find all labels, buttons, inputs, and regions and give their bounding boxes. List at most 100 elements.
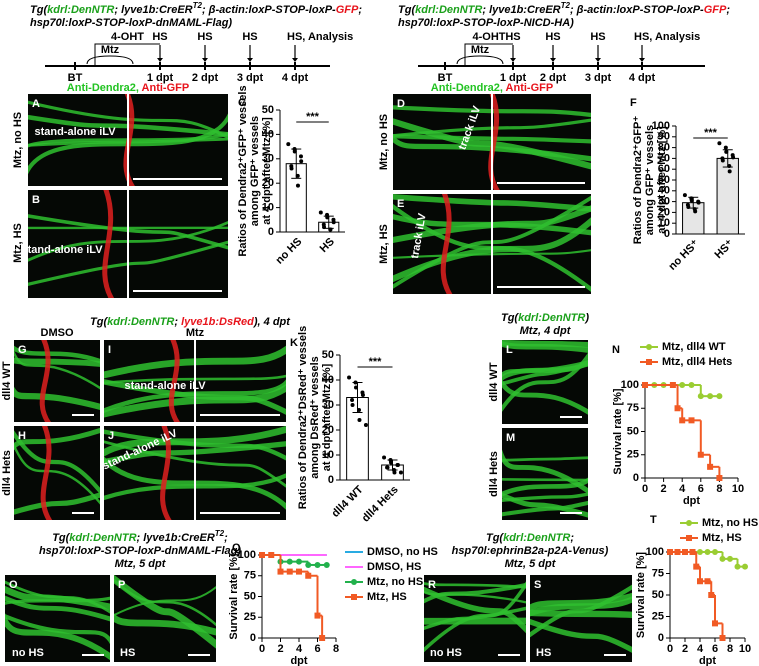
bar	[716, 157, 739, 235]
x-tick-label: 6	[712, 643, 718, 655]
vessel	[5, 580, 110, 614]
panel-letter: O	[9, 579, 18, 591]
marker	[296, 568, 302, 575]
timeline-time: 4 dpt	[282, 72, 309, 84]
x-tick-label: 8	[333, 643, 339, 655]
marker	[314, 561, 321, 568]
data-point	[289, 166, 294, 171]
vessel	[28, 240, 228, 286]
timeline-event: HS	[505, 31, 520, 43]
chart-letter: C	[238, 97, 246, 109]
legend-label: Mtz, no HS	[702, 517, 758, 529]
header-segment: T2	[215, 529, 225, 538]
vessel	[104, 473, 286, 501]
data-point	[350, 403, 355, 407]
y-tick-label: 100	[652, 120, 670, 132]
treatment-label: Mtz	[101, 44, 120, 56]
panel-letter: R	[428, 579, 436, 591]
treatment-brace	[86, 55, 134, 65]
stain-segment: Anti-GFP	[139, 82, 189, 94]
panel-letter: A	[32, 98, 40, 110]
vessel	[104, 456, 286, 511]
panel-label: Mtz	[186, 327, 205, 339]
treatment-bracket	[94, 43, 160, 66]
treatment-brace	[456, 55, 504, 65]
header-segment: GFP	[704, 4, 727, 16]
header-segment: hsp70l:loxP-STOP-loxP-dnMAML-Flag)	[39, 545, 241, 557]
event-arrowhead	[510, 58, 516, 62]
x-tick-label: no HS	[273, 236, 304, 267]
vessel	[502, 478, 588, 482]
x-tick-label: 2	[277, 643, 283, 655]
micrograph-content	[530, 584, 632, 653]
significance-label: ***	[704, 127, 718, 139]
marker	[719, 635, 726, 641]
data-point	[322, 225, 327, 230]
marker	[688, 382, 695, 388]
panel-label: Mtz, HS	[378, 224, 390, 264]
marker	[674, 405, 681, 412]
timeline-event: HS	[152, 31, 167, 43]
legend-marker	[351, 579, 357, 585]
header-segment: ;	[224, 532, 228, 544]
header-segment: hsp70l:ephrinB2a-p2A-Venus)	[452, 545, 609, 557]
marker	[286, 558, 293, 565]
y-tick-label: 50	[652, 589, 664, 601]
data-point	[689, 198, 694, 203]
data-point	[298, 154, 303, 159]
panel-label: dll4 WT	[1, 361, 13, 400]
y-tick-label: 40	[658, 185, 670, 197]
micrograph-content	[424, 581, 526, 653]
panel-letter: I	[108, 344, 111, 356]
event-arrowhead	[550, 58, 556, 62]
x-tick-label: HS⁺	[713, 238, 737, 262]
legend-label: DMSO, no HS	[367, 546, 438, 558]
marker	[667, 549, 673, 555]
vessel	[5, 613, 110, 645]
vessel	[14, 427, 100, 451]
y-tick-label: 0	[328, 474, 334, 486]
marker	[693, 563, 700, 570]
y-tick-label: 50	[244, 590, 256, 602]
panel-letter: H	[18, 430, 26, 442]
header-line: hsp70l:loxP-STOP-loxP-dnMAML-Flag)	[39, 545, 241, 557]
micrograph-content	[28, 190, 228, 298]
stain-label: Anti-Dendra2, Anti-GFP	[67, 82, 189, 94]
y-axis-title: at 4 dpt after Mtz [%]	[656, 126, 668, 234]
vessel	[14, 492, 100, 515]
header-line: Mtz, 4 dpt	[520, 325, 572, 337]
event-arrowhead	[247, 58, 253, 62]
y-axis-title: Ratios of Dendra2⁺GFP⁺	[632, 116, 644, 245]
event-arrowhead	[157, 58, 163, 62]
vessel	[502, 492, 588, 502]
marker	[319, 635, 326, 641]
panel-label: no HS	[12, 647, 44, 659]
marker	[712, 620, 718, 627]
vessel	[28, 100, 228, 140]
panel-letter: P	[118, 579, 125, 591]
y-tick-label: 20	[262, 177, 274, 189]
y-tick-label: 40	[262, 128, 274, 140]
vessel	[104, 374, 286, 385]
data-point	[724, 149, 729, 154]
header-line: Tg(kdrl:DenNTR;	[486, 532, 574, 544]
data-point	[318, 210, 323, 215]
vessel	[14, 430, 100, 495]
vessel	[5, 595, 110, 622]
y-tick-label: 70	[658, 152, 670, 164]
marker	[679, 382, 686, 388]
header-line: Tg(kdrl:DenNTR; lyve1b:DsRed), 4 dpt	[90, 316, 291, 328]
y-tick-label: 75	[627, 402, 639, 414]
header-segment: ;	[358, 4, 362, 16]
lymphatic	[102, 190, 115, 298]
x-tick-label: 10	[732, 483, 744, 495]
lymphatic	[488, 94, 501, 190]
data-point	[717, 141, 722, 146]
vessel	[530, 584, 632, 638]
x-tick-label: HS	[318, 236, 337, 255]
data-point	[696, 200, 701, 205]
y-tick-label: 25	[244, 611, 256, 623]
timeline-event: HS	[545, 31, 560, 43]
vessel	[393, 118, 591, 170]
